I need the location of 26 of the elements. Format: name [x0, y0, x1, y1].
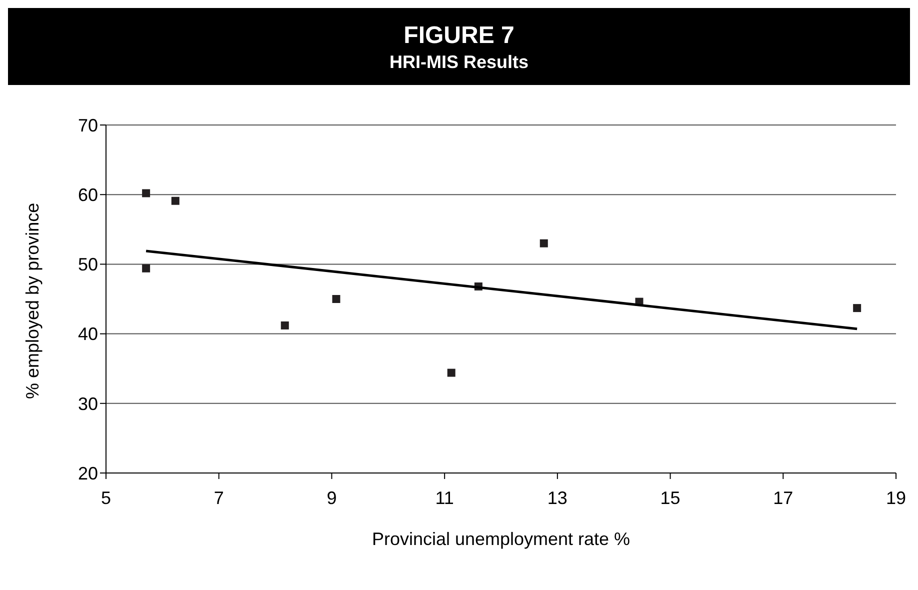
point [280, 321, 289, 330]
point [853, 304, 862, 312]
point [142, 189, 150, 198]
x-tick-label: 19 [886, 488, 906, 508]
x-tick-label: 5 [100, 488, 112, 508]
y-tick-label: 40 [78, 324, 98, 344]
x-tick-label: 11 [435, 488, 454, 508]
y-tick-label: 70 [78, 115, 98, 136]
point [332, 295, 340, 303]
y-axis-title: % employed by province [22, 202, 42, 399]
point [447, 368, 456, 377]
point [171, 196, 180, 205]
y-tick-label: 30 [78, 394, 98, 414]
chart-title: FIGURE 7 [402, 22, 516, 50]
y-tick-label: 20 [78, 463, 98, 484]
x-tick-label: 7 [214, 488, 224, 508]
point [142, 264, 150, 272]
x-tick-label: 9 [326, 488, 337, 508]
y-tick-label: 50 [78, 254, 98, 275]
y-tick-label: 60 [78, 184, 98, 205]
x-axis-title: Provincial unemployment rate % [372, 529, 630, 549]
x-tick-label: 15 [660, 488, 680, 508]
x-tick-label: 17 [773, 488, 794, 508]
x-tick-label: 13 [547, 488, 568, 508]
point [540, 239, 548, 248]
chart-subtitle: HRI-MIS Results [388, 52, 530, 73]
